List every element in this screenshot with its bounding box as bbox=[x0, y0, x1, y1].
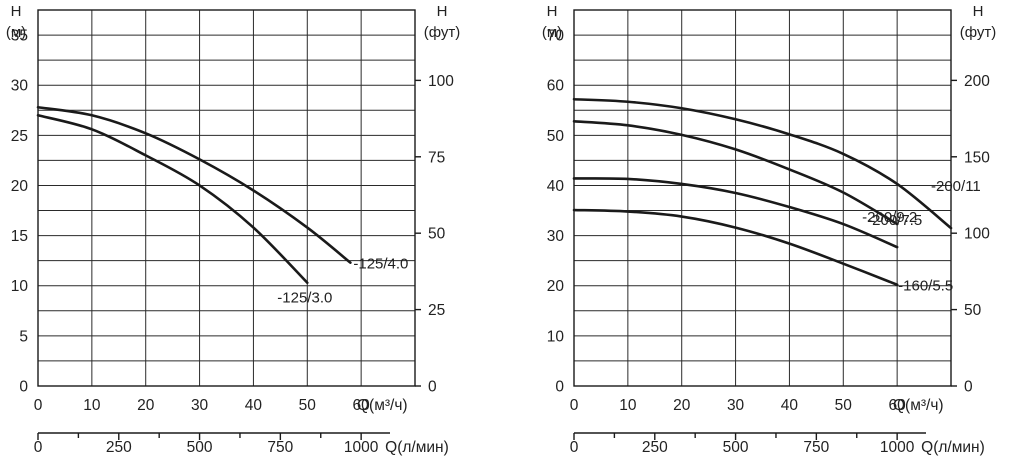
left-axis-tick-label: 70 bbox=[547, 28, 565, 45]
right-axis-tick-label: 0 bbox=[428, 379, 437, 396]
right-axis-tick-label: 100 bbox=[964, 226, 990, 243]
chart-left: 0 5 10 15 20 25 30 35 H (м) 0 25 50 75 100 H (фут) 0 10 20 3… bbox=[6, 3, 460, 456]
x-axis-tick-label: 10 bbox=[83, 397, 101, 414]
right-axis-tick-label: 50 bbox=[428, 226, 446, 243]
left-axis-tick-label: 30 bbox=[11, 78, 29, 95]
left-axis-tick-label: 10 bbox=[11, 278, 29, 295]
x2-axis-tick-label: 1000 bbox=[344, 439, 379, 456]
left-axis-tick-label: 20 bbox=[11, 178, 29, 195]
x2-axis-tick-label: 500 bbox=[187, 439, 213, 456]
left-axis-tick-label: 20 bbox=[547, 278, 565, 295]
left-axis-tick-label: 5 bbox=[19, 328, 28, 345]
right-axis-unit: (фут) bbox=[960, 24, 997, 41]
right-axis-tick-label: 50 bbox=[964, 302, 982, 319]
x-axis-tick-label: 30 bbox=[191, 397, 209, 414]
right-axis-tick-label: 150 bbox=[964, 149, 990, 166]
x2-axis-title: Q(л/мин) bbox=[385, 439, 449, 456]
x2-axis-tick-label: 250 bbox=[106, 439, 132, 456]
series-line bbox=[572, 208, 899, 287]
series-label: -160/5.5 bbox=[898, 278, 953, 295]
series-line bbox=[572, 97, 953, 230]
x2-axis-tick-label: 0 bbox=[570, 439, 579, 456]
right-axis-tick-label: 0 bbox=[964, 379, 973, 396]
x-axis-tick-label: 30 bbox=[727, 397, 745, 414]
x-axis-tick-label: 50 bbox=[835, 397, 853, 414]
x-axis-tick-label: 0 bbox=[34, 397, 43, 414]
left-axis-tick-label: 60 bbox=[547, 78, 565, 95]
x-axis-title: Q(м³/ч) bbox=[893, 397, 944, 414]
grid-lines bbox=[573, 9, 952, 387]
series-line bbox=[572, 119, 899, 226]
series-line bbox=[572, 177, 899, 249]
right-axis-tick-label: 75 bbox=[428, 149, 445, 166]
x2-axis-tick-label: 250 bbox=[642, 439, 668, 456]
left-axis-tick-label: 40 bbox=[547, 178, 565, 195]
left-axis-tick-label: 25 bbox=[11, 128, 28, 145]
left-axis-tick-label: 35 bbox=[11, 28, 28, 45]
right-axis-symbol: H bbox=[437, 3, 448, 20]
right-axis-symbol: H bbox=[973, 3, 984, 20]
left-axis-tick-label: 0 bbox=[19, 379, 28, 396]
left-axis-unit: (м) bbox=[6, 24, 26, 41]
left-axis-tick-label: 15 bbox=[11, 228, 28, 245]
series-label: -200/11 bbox=[931, 178, 981, 195]
x-axis-tick-label: 50 bbox=[299, 397, 317, 414]
series-label: -125/4.0 bbox=[353, 256, 408, 273]
series-label: -125/3.0 bbox=[277, 290, 332, 307]
x2-axis-tick-label: 750 bbox=[267, 439, 293, 456]
left-axis-symbol: H bbox=[11, 3, 22, 20]
x-axis-tick-label: 60 bbox=[889, 397, 907, 414]
plot-frame bbox=[37, 9, 416, 387]
x-axis-tick-label: 10 bbox=[619, 397, 637, 414]
x-axis-tick-label: 40 bbox=[781, 397, 799, 414]
series-label: -200/9.2 bbox=[862, 209, 917, 226]
plot-frame bbox=[573, 9, 952, 387]
left-axis-tick-label: 10 bbox=[547, 328, 565, 345]
x-axis-tick-label: 20 bbox=[137, 397, 155, 414]
series-line bbox=[36, 113, 309, 285]
right-axis-tick-label: 100 bbox=[428, 73, 454, 90]
left-axis-tick-label: 0 bbox=[555, 379, 564, 396]
left-axis-symbol: H bbox=[547, 3, 558, 20]
left-axis-tick-label: 50 bbox=[547, 128, 565, 145]
x-axis-tick-label: 0 bbox=[570, 397, 579, 414]
x2-axis-tick-label: 750 bbox=[803, 439, 829, 456]
grid-lines bbox=[37, 9, 416, 387]
left-axis-unit: (м) bbox=[542, 24, 562, 41]
left-axis-tick-label: 30 bbox=[547, 228, 565, 245]
series-line bbox=[36, 105, 352, 264]
right-axis-tick-label: 200 bbox=[964, 73, 990, 90]
x-axis-tick-label: 60 bbox=[353, 397, 371, 414]
x2-axis-title: Q(л/мин) bbox=[921, 439, 985, 456]
x-axis-title: Q(м³/ч) bbox=[357, 397, 408, 414]
x2-axis-tick-label: 500 bbox=[723, 439, 749, 456]
x-axis-tick-label: 20 bbox=[673, 397, 691, 414]
x-axis-tick-label: 40 bbox=[245, 397, 263, 414]
x2-axis-tick-label: 0 bbox=[34, 439, 43, 456]
right-axis-tick-label: 25 bbox=[428, 302, 445, 319]
series-label: -200/7.5 bbox=[867, 212, 922, 229]
x2-axis-tick-label: 1000 bbox=[880, 439, 915, 456]
right-axis-unit: (фут) bbox=[424, 24, 461, 41]
